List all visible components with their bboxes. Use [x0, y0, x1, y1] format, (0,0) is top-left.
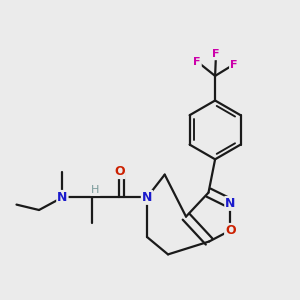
- Text: N: N: [57, 191, 68, 204]
- Text: F: F: [194, 56, 201, 67]
- Text: H: H: [91, 185, 100, 195]
- Text: N: N: [142, 191, 152, 204]
- Text: N: N: [225, 197, 236, 210]
- Text: O: O: [225, 224, 236, 237]
- Text: F: F: [230, 59, 238, 70]
- Text: F: F: [212, 49, 220, 59]
- Text: O: O: [114, 165, 125, 178]
